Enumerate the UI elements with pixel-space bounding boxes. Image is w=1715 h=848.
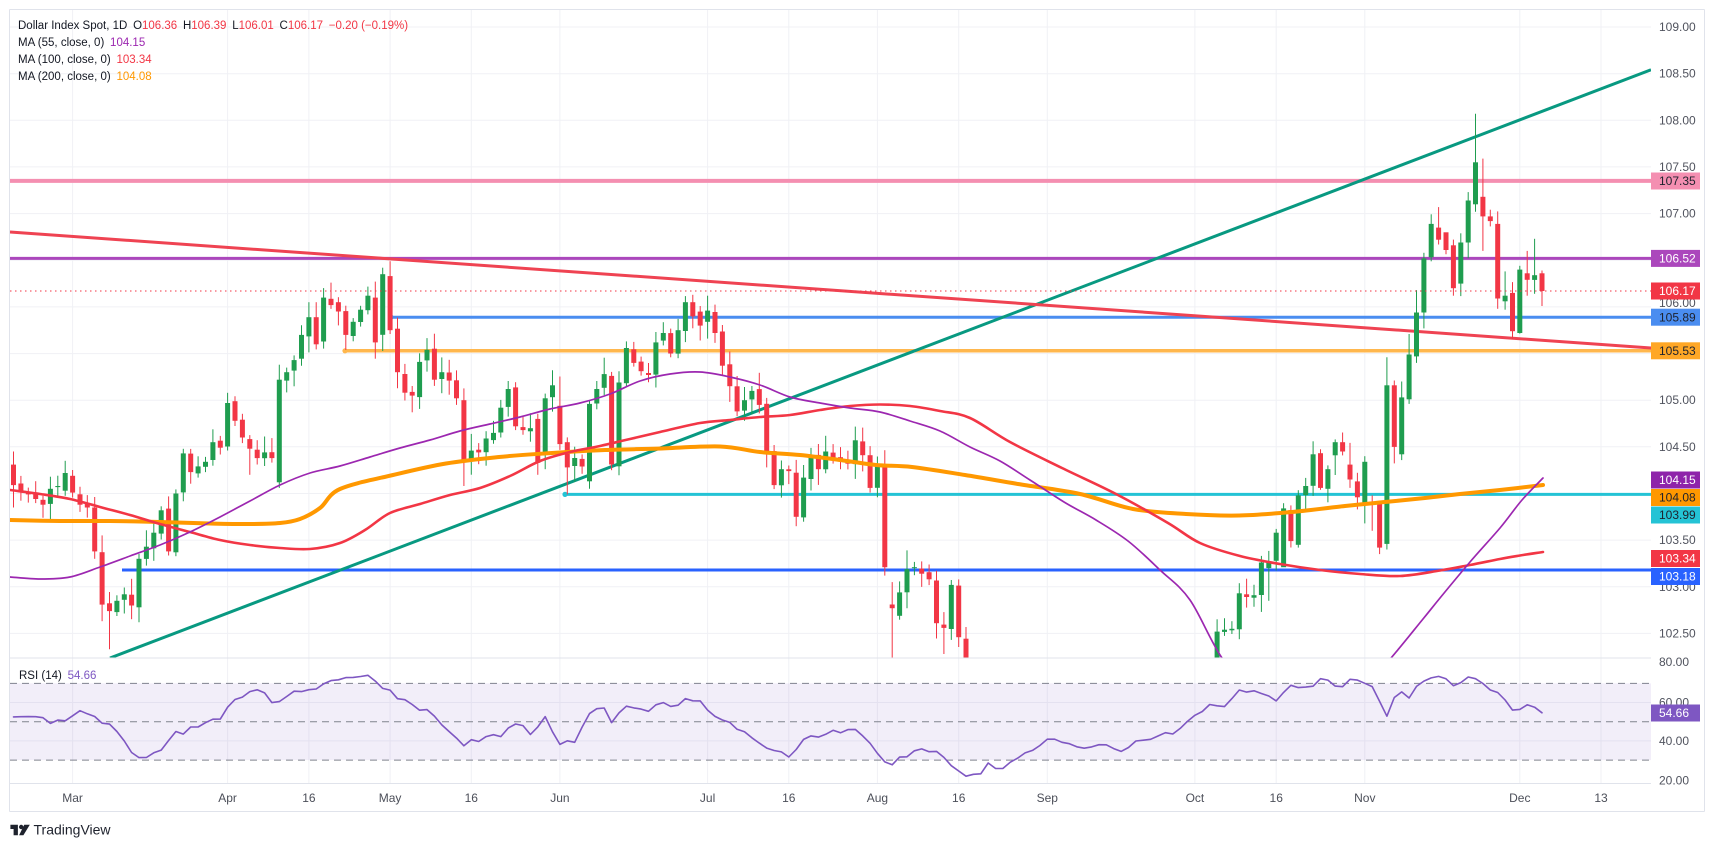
svg-text:40.00: 40.00	[1659, 734, 1689, 748]
svg-text:TradingView: TradingView	[34, 822, 112, 838]
svg-text:103.99: 103.99	[1659, 508, 1696, 522]
svg-text:103.50: 103.50	[1659, 533, 1696, 547]
svg-text:103.34: 103.34	[1659, 552, 1696, 566]
svg-text:107.35: 107.35	[1659, 174, 1696, 188]
svg-text:Oct: Oct	[1186, 791, 1205, 805]
svg-text:Aug: Aug	[867, 791, 888, 805]
svg-text:Dollar Index Spot, 1D O106.36: Dollar Index Spot, 1D O106.36 H106.39 L1…	[18, 20, 408, 32]
svg-text:102.50: 102.50	[1659, 626, 1696, 640]
svg-text:54.66: 54.66	[1659, 706, 1689, 720]
svg-text:Apr: Apr	[218, 791, 237, 805]
svg-text:16: 16	[465, 791, 479, 805]
svg-text:MA (55, close, 0) 104.15: MA (55, close, 0) 104.15	[18, 37, 145, 49]
svg-text:109.00: 109.00	[1659, 20, 1696, 34]
svg-text:20.00: 20.00	[1659, 774, 1689, 788]
svg-text:16: 16	[1270, 791, 1284, 805]
svg-text:105.89: 105.89	[1659, 310, 1696, 324]
svg-text:105.00: 105.00	[1659, 393, 1696, 407]
svg-text:16: 16	[302, 791, 316, 805]
svg-text:106.00: 106.00	[1659, 296, 1696, 310]
svg-text:80.00: 80.00	[1659, 655, 1689, 669]
svg-text:16: 16	[782, 791, 796, 805]
svg-text:104.08: 104.08	[1659, 491, 1696, 505]
svg-text:Nov: Nov	[1354, 791, 1375, 805]
svg-text:13: 13	[1594, 791, 1608, 805]
svg-text:MA (100, close, 0) 103.34: MA (100, close, 0) 103.34	[18, 54, 152, 66]
svg-text:105.53: 105.53	[1659, 344, 1696, 358]
svg-text:104.50: 104.50	[1659, 440, 1696, 454]
svg-text:108.00: 108.00	[1659, 113, 1696, 127]
svg-text:16: 16	[952, 791, 966, 805]
svg-text:108.50: 108.50	[1659, 67, 1696, 81]
svg-text:106.52: 106.52	[1659, 252, 1696, 266]
svg-text:May: May	[379, 791, 402, 805]
svg-text:Dec: Dec	[1509, 791, 1530, 805]
svg-text:106.17: 106.17	[1659, 284, 1696, 298]
svg-text:104.15: 104.15	[1659, 473, 1696, 487]
svg-text:Jul: Jul	[700, 791, 715, 805]
svg-text:Jun: Jun	[550, 791, 569, 805]
svg-text:107.00: 107.00	[1659, 207, 1696, 221]
svg-text:RSI (14) 54.66: RSI (14) 54.66	[19, 670, 96, 682]
svg-text:Mar: Mar	[62, 791, 83, 805]
svg-text:107.50: 107.50	[1659, 160, 1696, 174]
svg-text:Sep: Sep	[1037, 791, 1059, 805]
svg-text:MA (200, close, 0) 104.08: MA (200, close, 0) 104.08	[18, 71, 152, 83]
svg-text:103.18: 103.18	[1659, 570, 1696, 584]
